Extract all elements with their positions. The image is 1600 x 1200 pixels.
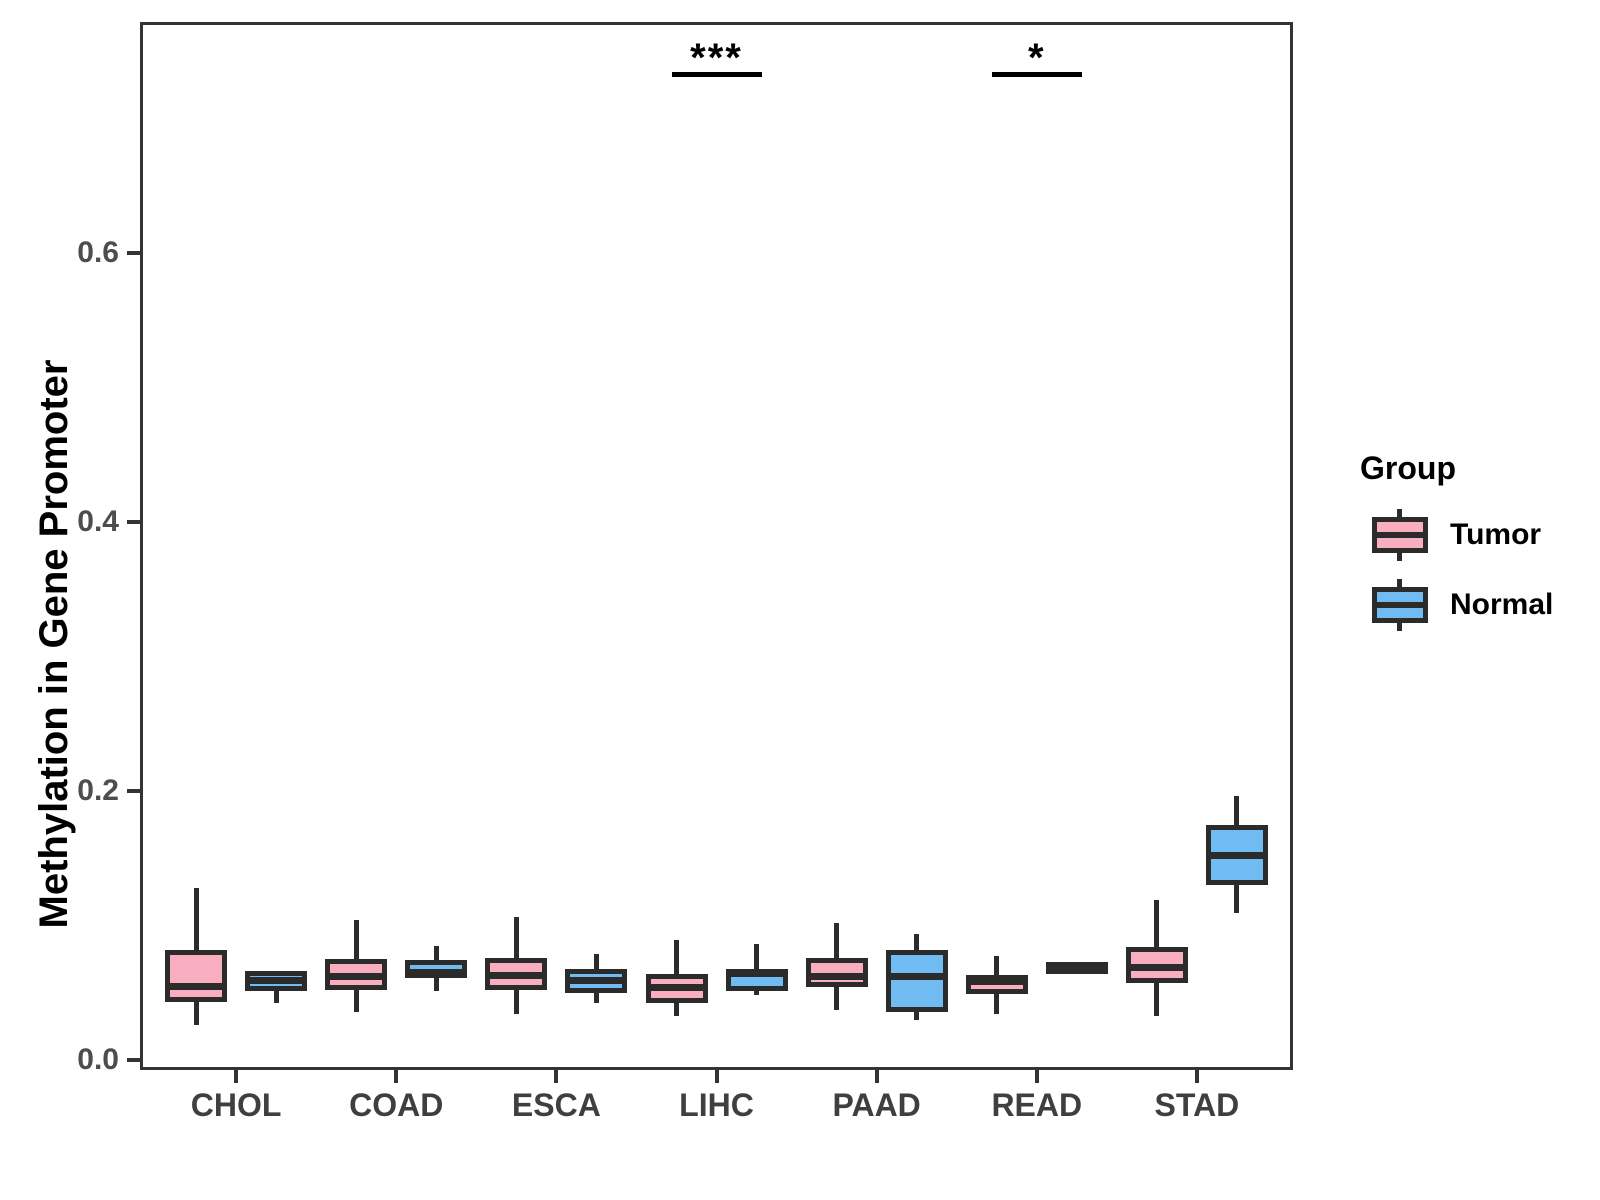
legend-key-whisker-top <box>1397 509 1402 518</box>
x-tick-label-READ: READ <box>991 1087 1083 1123</box>
legend-key-normal-boxplot-icon <box>1368 579 1432 631</box>
x-tick-mark <box>874 1070 879 1083</box>
legend-label-normal: Normal <box>1450 588 1554 621</box>
plot-panel <box>140 22 1293 1070</box>
x-tick-label-COAD: COAD <box>349 1087 444 1123</box>
legend: Group Tumor Normal <box>1358 450 1588 649</box>
x-tick-mark <box>714 1070 719 1083</box>
box-tumor-PAAD <box>805 957 868 988</box>
y-tick-label: 0.0 <box>77 1043 119 1076</box>
median-tumor-READ <box>965 978 1028 986</box>
sig-line-READ <box>991 72 1082 77</box>
median-tumor-COAD <box>325 973 388 981</box>
median-tumor-CHOL <box>165 982 228 990</box>
sig-label-READ: * <box>1027 36 1046 80</box>
y-tick-mark <box>127 1058 140 1062</box>
box-tumor-CHOL <box>165 949 228 1003</box>
y-tick-label: 0.4 <box>77 505 119 538</box>
y-tick-label: 0.2 <box>77 774 119 807</box>
x-tick-label-STAD: STAD <box>1154 1087 1240 1123</box>
x-tick-mark <box>394 1070 399 1083</box>
legend-key-whisker-bottom <box>1397 622 1402 631</box>
sig-line-LIHC <box>671 72 762 77</box>
x-tick-mark <box>1034 1070 1039 1083</box>
legend-item-tumor: Tumor <box>1358 509 1588 561</box>
y-tick-mark <box>127 520 140 524</box>
legend-label-tumor: Tumor <box>1450 518 1542 551</box>
legend-key-median <box>1372 602 1428 608</box>
median-tumor-LIHC <box>645 983 708 991</box>
legend-key-tumor-boxplot-icon <box>1368 509 1432 561</box>
box-normal-PAAD <box>885 949 948 1012</box>
median-normal-LIHC <box>725 970 788 978</box>
median-tumor-STAD <box>1125 963 1188 971</box>
x-tick-label-PAAD: PAAD <box>832 1087 921 1123</box>
legend-item-normal: Normal <box>1358 579 1588 631</box>
median-normal-STAD <box>1205 852 1268 860</box>
median-normal-ESCA <box>565 977 628 985</box>
legend-key-whisker-top <box>1397 579 1402 588</box>
y-axis-title: Methylation in Gene Promoter <box>32 359 76 929</box>
y-tick-mark <box>127 251 140 255</box>
legend-key-whisker-bottom <box>1397 552 1402 561</box>
median-normal-PAAD <box>885 973 948 981</box>
x-tick-label-CHOL: CHOL <box>190 1087 282 1123</box>
y-tick-label: 0.6 <box>77 236 119 269</box>
legend-items: Tumor Normal <box>1358 509 1588 631</box>
legend-title: Group <box>1360 450 1456 486</box>
median-normal-CHOL <box>245 977 308 985</box>
median-normal-READ <box>1045 962 1108 970</box>
median-normal-COAD <box>405 969 468 977</box>
x-tick-mark <box>234 1070 239 1083</box>
x-tick-label-ESCA: ESCA <box>511 1087 601 1123</box>
x-tick-mark <box>554 1070 559 1083</box>
sig-label-LIHC: *** <box>690 36 743 80</box>
x-tick-mark <box>1194 1070 1199 1083</box>
legend-key-median <box>1372 532 1428 538</box>
median-tumor-PAAD <box>805 973 868 981</box>
median-tumor-ESCA <box>485 971 548 979</box>
y-tick-mark <box>127 789 140 793</box>
x-tick-label-LIHC: LIHC <box>679 1087 754 1123</box>
